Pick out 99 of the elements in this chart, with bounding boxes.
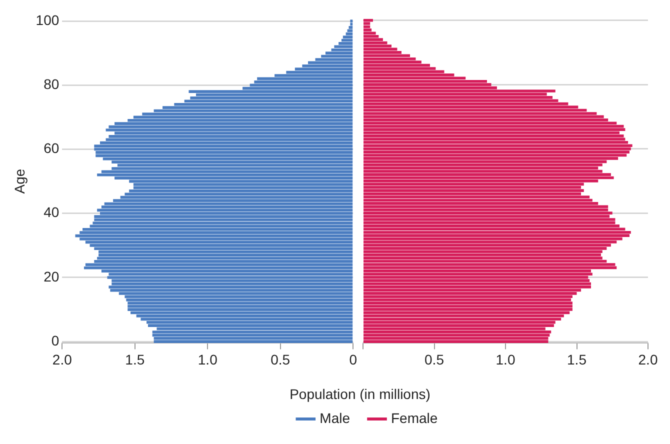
bar: [84, 266, 353, 270]
bar: [348, 26, 353, 29]
x-tick-label: 1.0: [496, 351, 516, 368]
bar: [101, 206, 353, 208]
bar: [94, 144, 353, 148]
x-tick-label: 2.0: [638, 351, 658, 368]
bar: [107, 276, 353, 279]
bar: [112, 282, 353, 286]
bar: [108, 286, 353, 289]
bar: [364, 166, 598, 170]
bar: [364, 318, 562, 321]
bar: [364, 250, 602, 254]
y-tick-label: 80: [44, 76, 60, 92]
bar: [364, 263, 616, 266]
bar: [364, 218, 616, 221]
bar: [80, 238, 353, 240]
bar: [90, 244, 353, 247]
bar: [364, 292, 577, 295]
bar: [364, 144, 632, 148]
bar: [364, 208, 608, 212]
bar: [347, 29, 353, 32]
x-tick-label: 2.0: [52, 351, 72, 368]
bar: [98, 254, 353, 256]
bar: [364, 32, 376, 35]
bar: [152, 330, 353, 334]
bar: [85, 263, 353, 266]
bar: [188, 90, 353, 93]
bar: [97, 173, 353, 176]
bar: [364, 140, 628, 144]
bar: [364, 34, 379, 38]
x-tick-label: 1.5: [125, 351, 145, 368]
y-tick-label: 20: [44, 268, 60, 284]
bar: [96, 154, 353, 158]
bar: [334, 45, 353, 48]
bar: [133, 183, 353, 186]
x-tick-label: 1.0: [198, 351, 218, 368]
bar: [124, 192, 353, 196]
bar: [364, 163, 602, 166]
bar: [364, 150, 630, 154]
legend-label: Female: [391, 410, 438, 426]
bar: [364, 186, 582, 189]
bar: [364, 212, 612, 214]
x-tick-label: 1.5: [567, 351, 587, 368]
bar: [364, 276, 588, 279]
bar: [254, 80, 353, 84]
bar: [364, 302, 572, 304]
x-tick-label: 0.5: [424, 351, 444, 368]
x-tick-label: 0: [349, 351, 358, 368]
x-axis-title: Population (in millions): [288, 386, 432, 402]
bar: [364, 272, 592, 276]
bar: [96, 151, 353, 154]
bar: [94, 215, 353, 218]
bar: [364, 173, 611, 176]
bar: [140, 318, 353, 321]
bar: [364, 128, 626, 131]
bar: [364, 28, 372, 32]
bar: [364, 336, 548, 340]
bar: [364, 256, 602, 260]
bar: [364, 279, 590, 282]
bar: [106, 128, 353, 132]
bar: [128, 308, 353, 311]
y-tick-label: 40: [44, 204, 60, 220]
bar: [364, 90, 556, 92]
bar: [364, 134, 624, 138]
bar: [342, 36, 353, 38]
bar: [364, 324, 554, 327]
y-axis-title: Age: [11, 168, 28, 194]
bar: [364, 38, 383, 41]
y-tick-label: 0: [51, 332, 60, 348]
bar: [154, 336, 353, 340]
bar: [364, 205, 608, 208]
bar: [350, 20, 353, 22]
bar: [128, 302, 353, 305]
bar: [108, 135, 353, 138]
bar: [325, 52, 353, 54]
bar: [364, 340, 548, 344]
bar: [364, 330, 552, 334]
bar: [364, 253, 601, 256]
bar: [364, 247, 607, 250]
bar: [154, 340, 353, 344]
bar: [97, 208, 353, 212]
x-tick-label: 0.5: [270, 351, 290, 368]
bar: [126, 298, 353, 302]
bar: [80, 231, 353, 234]
bar: [364, 189, 584, 192]
bar: [82, 228, 353, 231]
bar: [148, 324, 353, 327]
bar: [364, 22, 370, 25]
y-tick-label: 60: [44, 140, 60, 156]
bar: [364, 196, 590, 198]
bar: [364, 286, 591, 288]
bar: [94, 247, 353, 250]
bar: [364, 308, 572, 311]
bar: [364, 234, 630, 237]
bar: [364, 230, 631, 234]
bar: [350, 22, 353, 26]
bar: [92, 222, 353, 224]
y-tick-label: 100: [36, 12, 60, 28]
legend-label: Male: [320, 410, 350, 426]
